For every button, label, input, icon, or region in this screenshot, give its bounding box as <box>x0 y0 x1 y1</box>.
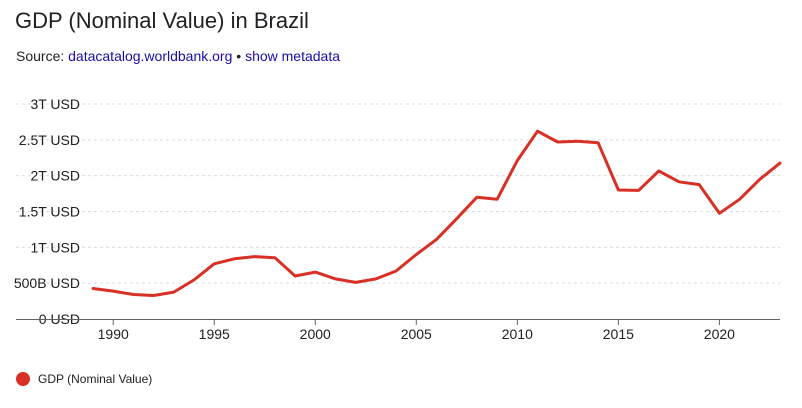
x-tick-label: 2005 <box>401 326 432 342</box>
legend-label: GDP (Nominal Value) <box>38 372 153 386</box>
data-point <box>738 197 742 201</box>
data-point <box>758 177 762 181</box>
data-point <box>394 269 398 273</box>
data-point <box>111 289 115 293</box>
source-line: Source: datacatalog.worldbank.org • show… <box>16 48 340 64</box>
data-point <box>333 277 337 281</box>
y-tick-label: 2.5T USD <box>19 132 80 148</box>
chart-title: GDP (Nominal Value) in Brazil <box>15 8 309 33</box>
data-point <box>778 161 782 165</box>
source-link[interactable]: datacatalog.worldbank.org <box>68 48 233 64</box>
source-prefix: Source: <box>16 48 69 64</box>
data-point <box>435 237 439 241</box>
data-point <box>414 253 418 257</box>
data-point <box>616 188 620 192</box>
x-tick-label: 1990 <box>98 326 129 342</box>
legend-swatch-icon <box>16 372 30 386</box>
y-tick-label: 500B USD <box>14 275 80 291</box>
data-point <box>152 293 156 297</box>
x-tick-label: 2000 <box>300 326 331 342</box>
data-point <box>657 169 661 173</box>
data-point <box>293 274 297 278</box>
data-point <box>515 159 519 163</box>
data-point <box>596 141 600 145</box>
data-point <box>91 287 95 291</box>
series-line <box>91 129 782 297</box>
data-point <box>172 290 176 294</box>
data-point <box>475 195 479 199</box>
data-point <box>374 277 378 281</box>
data-point <box>677 180 681 184</box>
data-point <box>455 217 459 221</box>
data-point <box>576 139 580 143</box>
data-point <box>354 280 358 284</box>
source-separator: • <box>232 48 246 64</box>
data-point <box>232 257 236 261</box>
show-metadata-link[interactable]: show metadata <box>245 48 341 64</box>
y-tick-label: 3T USD <box>30 96 80 112</box>
y-tick-label: 1T USD <box>30 239 80 255</box>
data-point <box>253 255 257 259</box>
data-point <box>273 256 277 260</box>
x-tick-label: 2020 <box>704 326 735 342</box>
data-point <box>131 292 135 296</box>
y-tick-label: 2T USD <box>30 168 80 184</box>
legend: GDP (Nominal Value) <box>16 372 152 386</box>
x-tick-label: 2010 <box>502 326 533 342</box>
y-tick-label: 1.5T USD <box>19 204 80 220</box>
data-point <box>717 211 721 215</box>
x-tick-label: 1995 <box>199 326 230 342</box>
data-point <box>556 140 560 144</box>
data-point <box>697 183 701 187</box>
data-point <box>313 270 317 274</box>
data-point <box>536 129 540 133</box>
data-point <box>192 278 196 282</box>
data-point <box>212 262 216 266</box>
data-point <box>495 197 499 201</box>
x-tick-label: 2015 <box>603 326 634 342</box>
data-point <box>637 188 641 192</box>
